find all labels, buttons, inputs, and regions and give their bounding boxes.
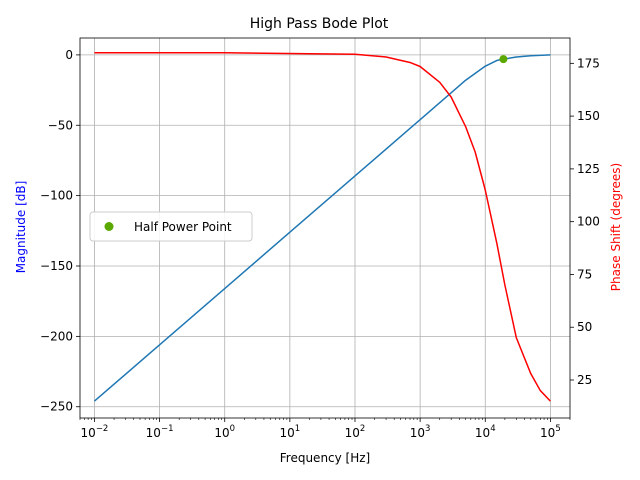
legend-marker <box>104 222 114 231</box>
left-tick-label: −100 <box>40 189 73 203</box>
right-axis-title: Phase Shift (degrees) <box>609 163 623 291</box>
x-tick-label: 100 <box>214 424 235 440</box>
left-tick-label: 0 <box>65 48 73 62</box>
axes <box>79 37 571 419</box>
right-tick-label: 100 <box>577 215 600 229</box>
x-tick-label: 104 <box>475 424 496 440</box>
left-tick-label: −150 <box>40 259 73 273</box>
x-tick-label: 101 <box>280 424 301 440</box>
right-tick-label: 125 <box>577 162 600 176</box>
series-layer <box>93 52 551 402</box>
plot-frame <box>79 37 571 419</box>
ticks: 10−2 10−1 100 101 102 103 104 105 0 −50 −100 −150 −2… <box>40 48 600 440</box>
half-power-point-marker <box>499 55 508 64</box>
grid <box>80 38 570 418</box>
chart-title: High Pass Bode Plot <box>250 16 389 32</box>
left-tick-label: −50 <box>48 118 73 132</box>
right-tick-label: 25 <box>577 373 592 387</box>
left-tick-label: −250 <box>40 400 73 414</box>
x-tick-label: 103 <box>410 424 431 440</box>
right-tick-label: 50 <box>577 320 592 334</box>
x-axis-title: Frequency [Hz] <box>280 451 371 465</box>
left-tick-label: −200 <box>40 329 73 343</box>
x-tick-label: 10−1 <box>146 424 174 440</box>
x-tick-label: 102 <box>345 424 366 440</box>
magnitude-line <box>93 54 551 402</box>
right-tick-label: 75 <box>577 267 592 281</box>
x-tick-label: 105 <box>540 424 561 440</box>
legend-box <box>89 211 253 242</box>
legend-label: Half Power Point <box>134 220 232 234</box>
left-axis-title: Magnitude [dB] <box>14 181 28 274</box>
legend: Half Power Point <box>89 211 253 242</box>
right-tick-label: 150 <box>577 109 600 123</box>
x-tick-label: 10−2 <box>81 424 109 440</box>
right-tick-label: 175 <box>577 56 600 70</box>
phase-line <box>94 52 551 402</box>
